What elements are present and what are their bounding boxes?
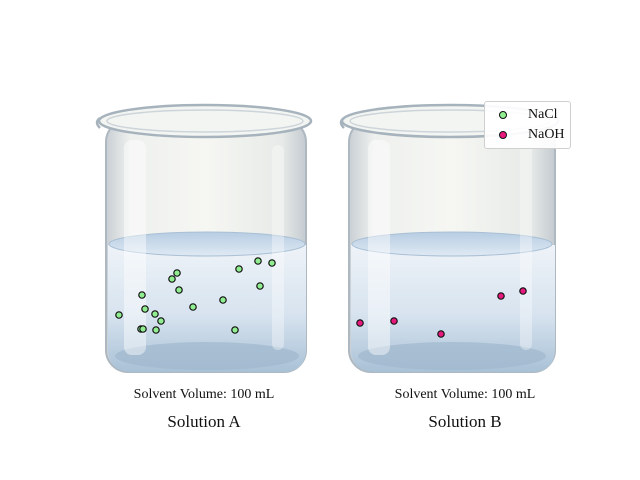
particle-naoh xyxy=(356,319,364,327)
particle-naoh xyxy=(390,317,398,325)
solution-a-volume-label: Solvent Volume: 100 mL xyxy=(133,387,275,402)
particle-naoh xyxy=(519,287,527,295)
particles-b xyxy=(356,287,527,338)
particle-nacl xyxy=(256,282,264,290)
particle-nacl xyxy=(268,259,276,267)
particle-nacl xyxy=(231,326,239,334)
beaker-a xyxy=(95,103,313,373)
solution-a-name: Solution A xyxy=(167,412,241,431)
legend: NaCl NaOH xyxy=(484,101,571,149)
solution-b-volume-label: Solvent Volume: 100 mL xyxy=(394,387,536,402)
legend-item-naoh: NaOH xyxy=(485,125,570,145)
nacl-marker-icon xyxy=(499,111,507,119)
particle-nacl xyxy=(173,269,181,277)
particle-nacl xyxy=(235,265,243,273)
particle-nacl xyxy=(157,317,165,325)
particles-a xyxy=(115,257,276,334)
particle-nacl xyxy=(151,310,159,318)
particle-nacl xyxy=(189,303,197,311)
particle-nacl xyxy=(254,257,262,265)
naoh-marker-icon xyxy=(499,131,507,139)
particle-nacl xyxy=(141,305,149,313)
particle-nacl xyxy=(168,275,176,283)
particle-nacl xyxy=(175,286,183,294)
particle-nacl xyxy=(152,326,160,334)
particle-nacl xyxy=(219,296,227,304)
legend-item-nacl: NaCl xyxy=(485,105,570,125)
legend-label-nacl: NaCl xyxy=(528,107,558,122)
beaker-b xyxy=(339,103,560,373)
particle-naoh xyxy=(437,330,445,338)
particle-nacl xyxy=(138,291,146,299)
particle-nacl xyxy=(139,325,147,333)
particle-naoh xyxy=(497,292,505,300)
solution-b-name: Solution B xyxy=(428,412,502,431)
particle-nacl xyxy=(115,311,123,319)
legend-label-naoh: NaOH xyxy=(528,127,565,142)
